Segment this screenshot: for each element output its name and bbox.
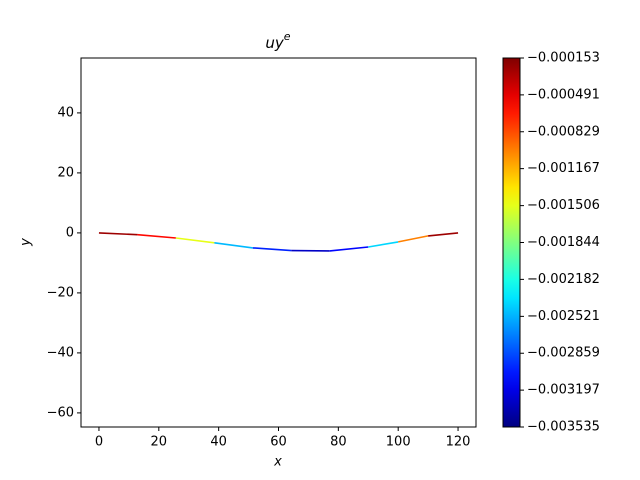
colorbar-tick-label: −0.002521 <box>527 309 600 324</box>
line-segment <box>398 235 429 243</box>
line-segment <box>214 242 253 249</box>
line-segment <box>428 232 459 237</box>
plot-frame <box>80 57 477 428</box>
colorbar-tick-label: −0.001167 <box>527 161 600 176</box>
y-tick-label: 0 <box>66 225 74 240</box>
y-tick-label: −20 <box>47 285 74 300</box>
x-axis-label: x <box>273 455 282 470</box>
x-tick-label: 20 <box>151 435 168 450</box>
chart-title: uye <box>265 30 290 52</box>
colorbar <box>502 57 521 428</box>
title-main: uy <box>265 34 285 52</box>
x-tick-label: 100 <box>386 435 411 450</box>
line-segment <box>329 246 369 252</box>
y-tick-label: 20 <box>57 165 74 180</box>
colorbar-tick-label: −0.003535 <box>527 420 600 435</box>
colorbar-tick-label: −0.000153 <box>527 51 600 66</box>
line-segment <box>98 232 138 236</box>
x-tick-label: 120 <box>446 435 471 450</box>
colorbar-tick-label: −0.001506 <box>527 198 600 213</box>
x-tick-label: 0 <box>95 435 103 450</box>
y-tick-label: 40 <box>57 105 74 120</box>
line-segment <box>368 241 399 248</box>
colorbar-tick-label: −0.000491 <box>527 87 600 102</box>
x-tick-label: 40 <box>210 435 227 450</box>
x-tick-label: 60 <box>270 435 287 450</box>
line-segment <box>137 233 176 239</box>
line-segment <box>252 247 292 252</box>
colorbar-tick-label: −0.002182 <box>527 272 600 287</box>
title-superscript: e <box>284 30 291 43</box>
x-tick-label: 80 <box>330 435 347 450</box>
y-tick-label: −60 <box>47 405 74 420</box>
y-axis-label: y <box>19 238 34 247</box>
colorbar-tick-label: −0.002859 <box>527 346 600 361</box>
colorbar-tick-label: −0.003197 <box>527 383 600 398</box>
colorbar-tick-label: −0.001844 <box>527 235 600 250</box>
colorbar-tick-label: −0.000829 <box>527 124 600 139</box>
y-tick-label: −40 <box>47 345 74 360</box>
line-segment <box>175 237 215 244</box>
